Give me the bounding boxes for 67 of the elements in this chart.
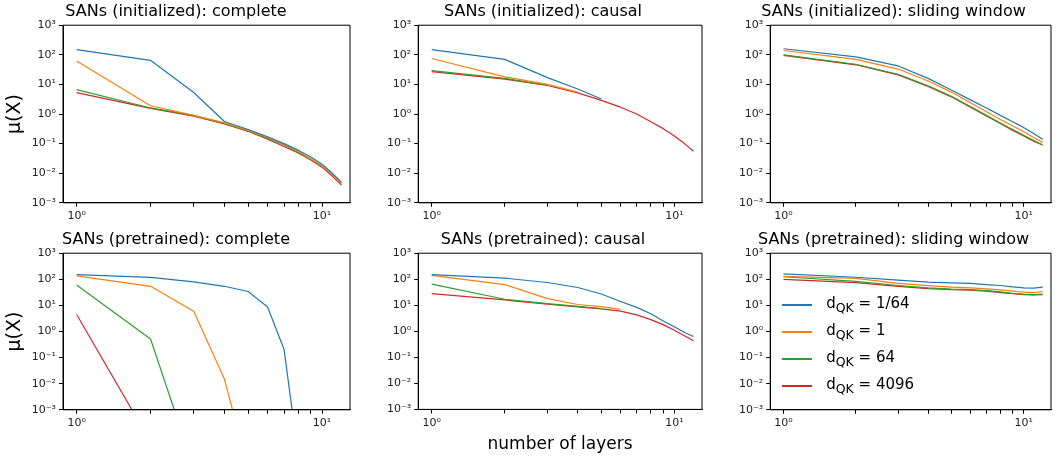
x-tick-label: 10¹ — [1014, 416, 1033, 430]
legend-label: d$_{QK}$ = 64 — [826, 346, 895, 371]
legend-label: d$_{QK}$ = 1 — [826, 319, 886, 344]
y-tick-label: 10⁻² — [386, 376, 412, 390]
legend-label: d$_{QK}$ = 4096 — [826, 373, 915, 398]
y-tick-label: 10⁻³ — [31, 195, 57, 209]
y-tick-label: 10² — [744, 47, 764, 61]
x-tick-label: 10⁰ — [67, 416, 87, 430]
x-tick-label: 10⁰ — [774, 416, 794, 430]
y-tick-label: 10⁻² — [738, 166, 764, 180]
x-tick-label: 10⁰ — [422, 415, 442, 429]
y-tick-label: 10⁻³ — [738, 195, 764, 209]
y-tick-label: 10⁻² — [31, 376, 57, 390]
y-tick-label: 10³ — [392, 246, 412, 260]
x-tick-label: 10¹ — [312, 209, 332, 223]
y-tick-label: 10³ — [37, 18, 57, 32]
y-tick-label: 10⁻³ — [386, 402, 412, 416]
x-tick-label: 10⁰ — [422, 209, 442, 223]
y-tick-label: 10² — [37, 47, 57, 61]
y-tick-label: 10² — [744, 272, 764, 286]
y-tick-label: 10¹ — [744, 77, 764, 91]
y-tick-label: 10² — [37, 272, 57, 286]
x-tick-label: 10¹ — [665, 209, 684, 223]
chart-title: SANs (initialized): complete — [65, 0, 287, 20]
legend-label: d$_{QK}$ = 1/64 — [826, 292, 910, 317]
y-tick-label: 10⁻¹ — [31, 350, 57, 364]
chart-title: SANs (pretrained): complete — [62, 228, 290, 248]
x-tick-label: 10⁰ — [774, 209, 794, 223]
y-tick-label: 10³ — [744, 246, 764, 260]
y-tick-label: 10⁻³ — [386, 195, 412, 209]
y-tick-label: 10² — [392, 47, 412, 61]
y-tick-label: 10⁻¹ — [386, 350, 412, 364]
y-tick-label: 10² — [392, 272, 412, 286]
y-tick-label: 10⁻² — [31, 166, 57, 180]
y-tick-label: 10¹ — [392, 298, 412, 312]
y-tick-label: 10⁻² — [386, 166, 412, 180]
y-tick-label: 10⁻² — [738, 376, 764, 390]
x-tick-label: 10¹ — [1014, 209, 1033, 223]
y-tick-label: 10³ — [392, 18, 412, 32]
y-tick-label: 10⁻³ — [738, 402, 764, 416]
y-tick-label: 10¹ — [744, 298, 764, 312]
x-axis-title: number of layers — [487, 433, 633, 454]
x-tick-label: 10¹ — [665, 415, 684, 429]
y-tick-label: 10⁰ — [392, 324, 412, 338]
y-tick-label: 10⁰ — [392, 106, 412, 120]
x-tick-label: 10⁰ — [67, 209, 87, 223]
x-tick-label: 10¹ — [312, 416, 332, 430]
chart-title: SANs (pretrained): causal — [440, 228, 646, 248]
y-tick-label: 10³ — [744, 18, 764, 32]
chart-title: SANs (initialized): sliding window — [761, 0, 1026, 20]
chart-title: SANs (initialized): causal — [444, 0, 642, 20]
y-tick-label: 10⁻¹ — [738, 350, 764, 364]
y-tick-label: 10⁻³ — [31, 402, 57, 416]
y-tick-label: 10⁰ — [37, 324, 57, 338]
y-axis-title: μ(X) — [2, 311, 25, 352]
y-tick-label: 10³ — [37, 246, 57, 260]
y-tick-label: 10⁰ — [744, 106, 764, 120]
y-tick-label: 10⁰ — [37, 106, 57, 120]
y-tick-label: 10⁻¹ — [738, 136, 764, 150]
y-tick-label: 10⁰ — [744, 324, 764, 338]
y-tick-label: 10⁻¹ — [31, 136, 57, 150]
chart-title: SANs (pretrained): sliding window — [757, 228, 1030, 248]
y-tick-label: 10¹ — [392, 77, 412, 91]
y-axis-title: μ(X) — [2, 94, 25, 134]
y-tick-label: 10⁻¹ — [386, 136, 412, 150]
y-tick-label: 10¹ — [37, 298, 57, 312]
y-tick-label: 10¹ — [37, 77, 57, 91]
